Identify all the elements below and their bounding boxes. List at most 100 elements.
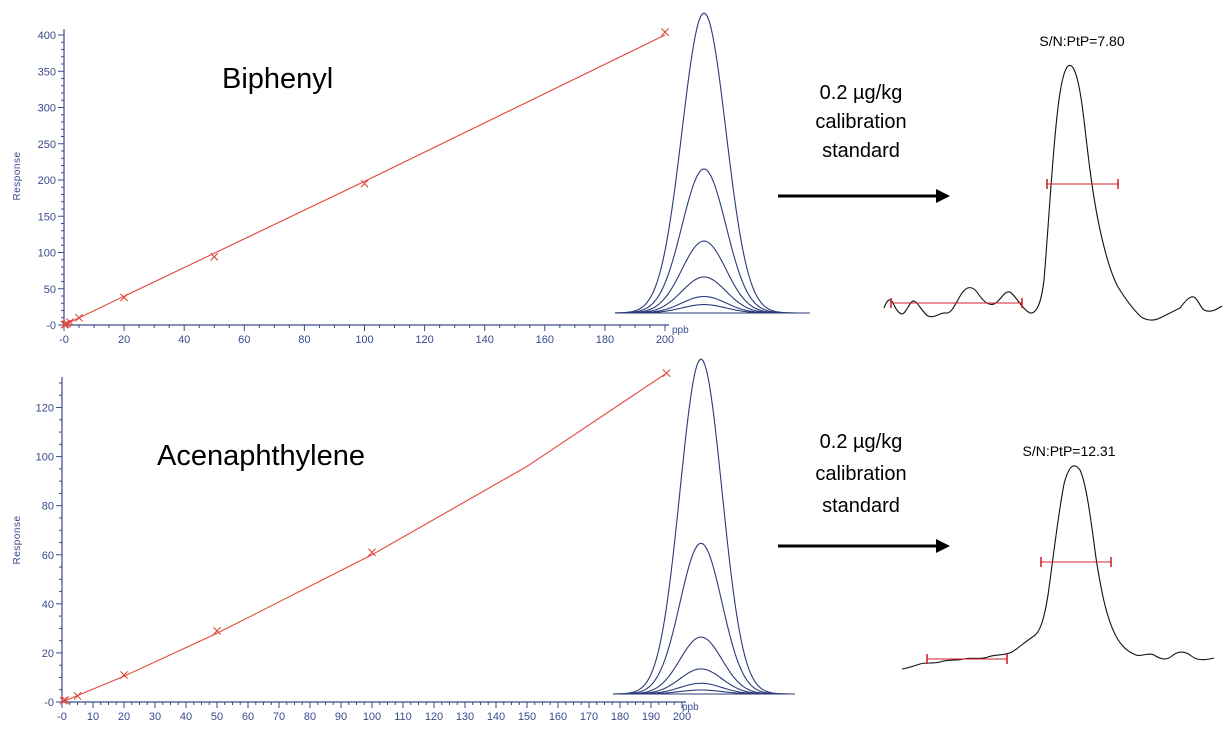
x-tick-label: 140 (487, 711, 505, 723)
x-tick-label: -0 (57, 711, 67, 723)
x-tick-label: 200 (656, 334, 674, 346)
y-tick-label: 20 (42, 648, 54, 660)
x-tick-label: 40 (178, 334, 190, 346)
biphenyl-standard-line-2: calibration (815, 111, 906, 133)
y-tick-label: 100 (38, 248, 56, 260)
y-tick-label: 250 (38, 139, 56, 151)
acenaphthylene-panel: -0 10 20 30 40 50 60 70 80 90 100 110 120 130 140 150 16… (12, 358, 1215, 723)
calibration-peak (613, 358, 795, 695)
calibration-peak (613, 689, 795, 695)
x-tick-label: 40 (180, 711, 192, 723)
acenaphthylene-signal-to-noise: S/N:PtP=12.31 (1022, 443, 1115, 459)
acenaphthylene-axes: -0 10 20 30 40 50 60 70 80 90 100 110 120 130 140 150 16… (36, 377, 691, 723)
biphenyl-chromatogram-trace (883, 64, 1223, 321)
y-tick-label: 100 (36, 452, 54, 464)
x-tick-label: 120 (425, 711, 443, 723)
y-tick-label: 400 (38, 30, 56, 42)
y-tick-label: 350 (38, 66, 56, 78)
calibration-point (75, 313, 84, 322)
calibration-point (662, 369, 671, 378)
calibration-peak (614, 168, 809, 314)
acenaphthylene-standard-line-2: calibration (815, 463, 906, 485)
biphenyl-x-unit: ppb (672, 325, 689, 336)
x-tick-label: 200 (673, 711, 691, 723)
x-tick-label: 160 (536, 334, 554, 346)
calibration-fit-line (63, 34, 666, 326)
biphenyl-y-axis-label: Response (12, 151, 23, 200)
y-tick-label: 40 (42, 599, 54, 611)
acenaphthylene-points (59, 369, 671, 705)
x-tick-label: 150 (518, 711, 536, 723)
calibration-fit-line (61, 372, 667, 703)
y-tick-label: 200 (38, 175, 56, 187)
biphenyl-fit (63, 34, 666, 326)
calibration-point (120, 671, 128, 679)
x-tick-label: 90 (335, 711, 347, 723)
y-tick-label: -0 (46, 320, 56, 332)
x-tick-label: 30 (149, 711, 161, 723)
calibration-point (210, 252, 219, 261)
y-tick-label: 150 (38, 211, 56, 223)
y-tick-label: 80 (42, 501, 54, 513)
x-tick-label: 60 (238, 334, 250, 346)
acenaphthylene-width-marker (1040, 557, 1112, 567)
calibration-point (66, 318, 74, 327)
acenaphthylene-y-axis-label: Response (12, 515, 23, 564)
biphenyl-arrow (778, 189, 950, 203)
biphenyl-width-marker (1046, 179, 1119, 189)
x-tick-label: 20 (118, 334, 130, 346)
x-tick-label: 180 (611, 711, 629, 723)
x-tick-label: 70 (273, 711, 285, 723)
x-tick-label: 100 (355, 334, 373, 346)
x-tick-label: 60 (242, 711, 254, 723)
acenaphthylene-fit (61, 372, 667, 703)
y-tick-label: 120 (36, 403, 54, 415)
calibration-point (59, 696, 68, 705)
x-tick-label: 140 (476, 334, 494, 346)
y-tick-label: 300 (38, 103, 56, 115)
x-tick-label: 180 (596, 334, 614, 346)
biphenyl-title: Biphenyl (222, 63, 333, 95)
biphenyl-peak-overlay (614, 12, 810, 314)
biphenyl-standard-label: 0.2 µg/kg calibration standard (815, 82, 906, 162)
calibration-point (661, 28, 669, 37)
x-tick-label: 160 (549, 711, 567, 723)
calibration-point (368, 548, 376, 557)
calibration-peak (615, 304, 809, 314)
biphenyl-panel: -0 20 40 60 80 100 120 140 160 180 200 -0 50 100 150 20… (12, 12, 1223, 346)
acenaphthylene-standard-label: 0.2 µg/kg calibration standard (815, 431, 906, 517)
calibration-point (73, 691, 82, 700)
biphenyl-standard-line-3: standard (822, 140, 900, 162)
biphenyl-axes: -0 20 40 60 80 100 120 140 160 180 200 -0 50 100 150 20… (38, 29, 674, 346)
calibration-peak (615, 240, 809, 314)
x-tick-label: 50 (211, 711, 223, 723)
y-tick-label: 50 (44, 284, 56, 296)
x-tick-label: 100 (363, 711, 381, 723)
x-tick-label: 20 (118, 711, 130, 723)
calibration-point (61, 696, 70, 705)
y-tick-label: -0 (44, 697, 54, 709)
calibration-peak (615, 276, 809, 314)
calibration-peak (613, 542, 795, 695)
acenaphthylene-title: Acenaphthylene (157, 440, 365, 472)
calibration-point (360, 179, 369, 188)
x-tick-label: 120 (415, 334, 433, 346)
x-tick-label: 170 (580, 711, 598, 723)
acenaphthylene-chromatogram-trace (901, 465, 1215, 670)
x-tick-label: -0 (59, 334, 69, 346)
x-tick-label: 110 (394, 711, 412, 723)
acenaphthylene-noise-marker (926, 654, 1008, 664)
x-tick-label: 10 (87, 711, 99, 723)
biphenyl-standard-line-1: 0.2 µg/kg (820, 82, 903, 104)
x-tick-label: 80 (298, 334, 310, 346)
y-tick-label: 60 (42, 550, 54, 562)
x-tick-label: 190 (642, 711, 660, 723)
acenaphthylene-standard-line-1: 0.2 µg/kg (820, 431, 903, 453)
acenaphthylene-peak-overlay (613, 358, 795, 695)
biphenyl-signal-to-noise: S/N:PtP=7.80 (1039, 33, 1124, 49)
acenaphthylene-arrow (778, 539, 950, 553)
biphenyl-noise-marker (890, 298, 1023, 308)
calibration-point (120, 293, 129, 302)
acenaphthylene-standard-line-3: standard (822, 495, 900, 517)
